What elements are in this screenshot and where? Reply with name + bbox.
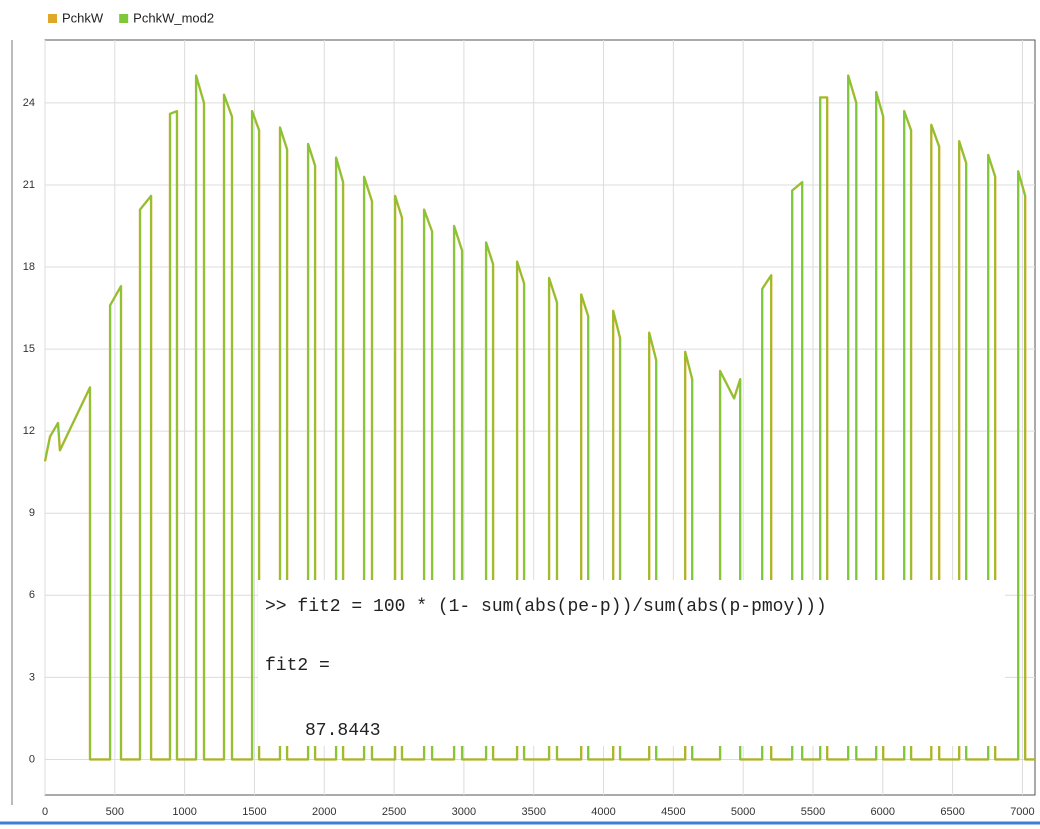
y-tick-label: 15 — [23, 343, 35, 355]
legend-swatch — [119, 14, 129, 23]
x-tick-label: 3000 — [452, 806, 476, 818]
legend-swatch — [48, 14, 57, 23]
y-tick-label: 24 — [23, 97, 35, 109]
x-tick-label: 1000 — [172, 806, 196, 818]
x-tick-label: 6000 — [871, 806, 895, 818]
y-tick-label: 6 — [29, 589, 35, 601]
console-box — [258, 580, 1005, 746]
y-tick-label: 3 — [29, 671, 35, 683]
y-tick-label: 9 — [29, 507, 35, 519]
x-tick-label: 2500 — [382, 806, 406, 818]
x-tick-label: 4500 — [661, 806, 685, 818]
y-tick-label: 12 — [23, 425, 35, 437]
x-tick-label: 0 — [42, 806, 48, 818]
series-line — [44, 74, 1035, 761]
x-tick-label: 4000 — [591, 806, 615, 818]
console-output-value: 87.8443 — [305, 721, 381, 741]
console-output-label: fit2 = — [265, 656, 330, 676]
x-tick-label: 2000 — [312, 806, 336, 818]
x-tick-label: 5500 — [801, 806, 825, 818]
y-tick-label: 0 — [29, 753, 35, 765]
legend-label: PchkW — [62, 10, 104, 25]
x-tick-label: 6500 — [940, 806, 964, 818]
grid — [44, 40, 1035, 795]
legend: PchkW PchkW_mod2 — [48, 10, 214, 25]
x-tick-label: 500 — [106, 806, 124, 818]
x-tick-label: 5000 — [731, 806, 755, 818]
x-tick-label: 7000 — [1010, 806, 1034, 818]
console-output: >> fit2 = 100 * (1- sum(abs(pe-p))/sum(a… — [258, 580, 1005, 746]
x-tick-label: 3500 — [521, 806, 545, 818]
console-command: >> fit2 = 100 * (1- sum(abs(pe-p))/sum(a… — [265, 597, 827, 617]
y-tick-label: 21 — [23, 179, 35, 191]
y-tick-label: 18 — [23, 261, 35, 273]
x-tick-label: 1500 — [242, 806, 266, 818]
ticks: 0 3 6 9 12 15 18 21 24 0 500 1000 1500 2000 2500 3000 35… — [23, 97, 1035, 818]
legend-label: PchkW_mod2 — [133, 10, 214, 25]
lines — [43, 74, 1035, 761]
